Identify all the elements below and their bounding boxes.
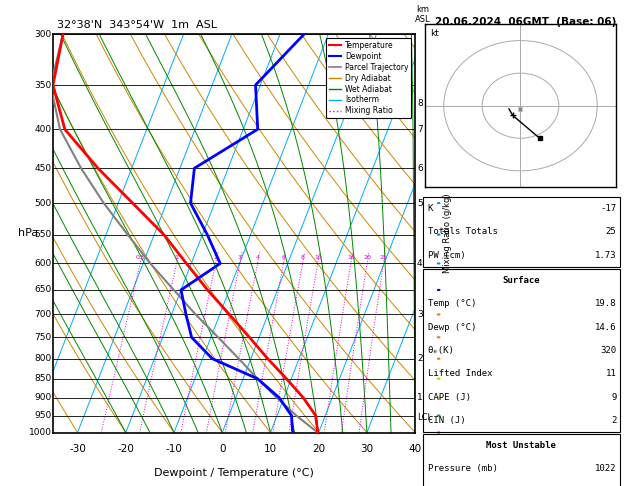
Text: Pressure (mb): Pressure (mb) (428, 465, 498, 473)
Text: 650: 650 (35, 285, 52, 295)
Text: 800: 800 (35, 354, 52, 363)
Text: 320: 320 (600, 346, 616, 355)
Text: Mixing Ratio (g/kg): Mixing Ratio (g/kg) (443, 193, 452, 273)
Text: 16: 16 (347, 255, 355, 260)
Text: 32°38'N  343°54'W  1m  ASL: 32°38'N 343°54'W 1m ASL (57, 20, 217, 30)
Text: 3: 3 (417, 310, 423, 319)
Text: 10: 10 (264, 445, 277, 454)
Text: 40: 40 (409, 445, 421, 454)
Text: Surface: Surface (503, 276, 540, 285)
Text: 400: 400 (35, 125, 52, 134)
Text: 25: 25 (380, 255, 387, 260)
Text: 20.06.2024  06GMT  (Base: 06): 20.06.2024 06GMT (Base: 06) (435, 17, 616, 27)
Text: -10: -10 (165, 445, 182, 454)
Text: hPa: hPa (18, 228, 38, 238)
Text: 350: 350 (35, 81, 52, 89)
Text: 600: 600 (35, 259, 52, 268)
Text: 6: 6 (417, 164, 423, 173)
Text: 1: 1 (417, 393, 423, 402)
Text: Dewp (°C): Dewp (°C) (428, 323, 476, 331)
Text: 5: 5 (417, 199, 423, 208)
Text: 450: 450 (35, 164, 52, 173)
Text: CIN (J): CIN (J) (428, 416, 465, 425)
Text: LCL: LCL (417, 413, 432, 422)
Text: 550: 550 (35, 230, 52, 239)
Text: 950: 950 (35, 411, 52, 420)
Text: 3: 3 (238, 255, 242, 260)
Text: 20: 20 (312, 445, 325, 454)
Text: kt: kt (430, 29, 439, 38)
Text: -17: -17 (600, 204, 616, 213)
Text: km
ASL: km ASL (415, 5, 430, 24)
Text: 25: 25 (606, 227, 616, 236)
Text: Dewpoint / Temperature (°C): Dewpoint / Temperature (°C) (154, 469, 314, 478)
Text: 4: 4 (417, 259, 423, 268)
Text: PW (cm): PW (cm) (428, 251, 465, 260)
Text: 300: 300 (35, 30, 52, 38)
Text: 4: 4 (255, 255, 260, 260)
Text: Totals Totals: Totals Totals (428, 227, 498, 236)
Text: Lifted Index: Lifted Index (428, 369, 493, 378)
Text: 2: 2 (611, 416, 616, 425)
Text: 1: 1 (175, 255, 179, 260)
Text: 11: 11 (606, 369, 616, 378)
Text: 0.5: 0.5 (135, 255, 145, 260)
Text: 700: 700 (35, 310, 52, 319)
Text: 1000: 1000 (29, 428, 52, 437)
Text: 7: 7 (417, 125, 423, 134)
Legend: Temperature, Dewpoint, Parcel Trajectory, Dry Adiabat, Wet Adiabat, Isotherm, Mi: Temperature, Dewpoint, Parcel Trajectory… (326, 38, 411, 119)
Text: 0: 0 (219, 445, 226, 454)
Text: 10: 10 (314, 255, 321, 260)
Text: 19.8: 19.8 (595, 299, 616, 308)
Text: K: K (428, 204, 433, 213)
Text: 750: 750 (35, 333, 52, 342)
Text: 14.6: 14.6 (595, 323, 616, 331)
Text: 1.73: 1.73 (595, 251, 616, 260)
Text: 20: 20 (363, 255, 371, 260)
Text: -20: -20 (118, 445, 134, 454)
Text: 30: 30 (360, 445, 374, 454)
Text: 8: 8 (301, 255, 304, 260)
Text: 6: 6 (282, 255, 286, 260)
Text: CAPE (J): CAPE (J) (428, 393, 470, 401)
Text: 2: 2 (214, 255, 218, 260)
Text: θₑ(K): θₑ(K) (428, 346, 455, 355)
Text: -30: -30 (69, 445, 86, 454)
Text: 500: 500 (35, 199, 52, 208)
Text: Most Unstable: Most Unstable (486, 441, 556, 450)
Text: 900: 900 (35, 393, 52, 402)
Text: 1022: 1022 (595, 465, 616, 473)
Text: 8: 8 (417, 99, 423, 108)
Text: 850: 850 (35, 374, 52, 383)
Text: 9: 9 (611, 393, 616, 401)
Text: Temp (°C): Temp (°C) (428, 299, 476, 308)
Text: 2: 2 (417, 354, 423, 363)
